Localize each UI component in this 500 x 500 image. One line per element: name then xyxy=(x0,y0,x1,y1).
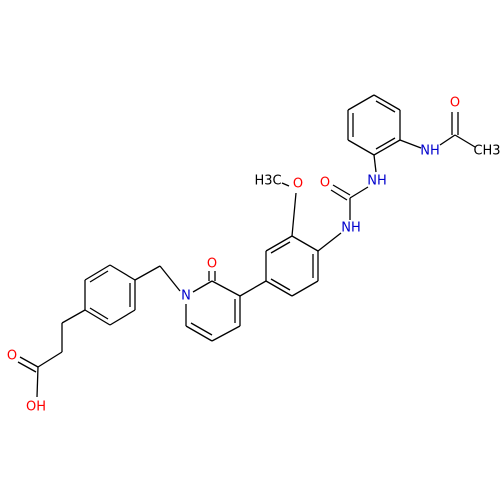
atom-label: O xyxy=(320,176,330,191)
atom-label: NH xyxy=(341,221,361,236)
atom-label: O xyxy=(293,177,303,192)
atom-label: OH xyxy=(26,400,46,415)
atom-label: O xyxy=(450,96,460,111)
atom-label: NH xyxy=(367,174,387,189)
atom-label: H3C xyxy=(254,174,281,189)
bonds xyxy=(17,94,476,398)
atom-label: O xyxy=(207,257,217,272)
atom-label: CH3 xyxy=(473,144,500,159)
atom-label: N xyxy=(181,289,191,304)
atom-label: O xyxy=(7,349,17,364)
atom-label: NH xyxy=(420,144,440,159)
